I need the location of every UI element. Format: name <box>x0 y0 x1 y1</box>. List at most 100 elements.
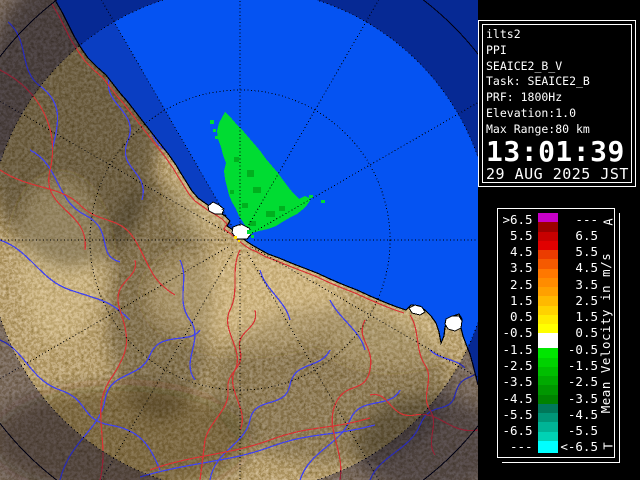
legend-right-value: -3.5 <box>567 390 598 406</box>
rivers <box>0 0 478 480</box>
echo-dark-patches <box>230 157 285 226</box>
legend-row: -4.5 -3.5 <box>500 390 598 406</box>
legend-left-value: -4.5 <box>502 390 533 406</box>
info-line: PRF: 1800Hz <box>486 90 563 105</box>
range-ring-dotted <box>89 89 391 391</box>
legend-left-value: >6.5 <box>502 211 533 227</box>
colorbar-band <box>538 259 558 269</box>
colorbar-band <box>538 422 558 432</box>
colorbar-band <box>538 213 558 223</box>
legend-row: -5.5 -4.5 <box>500 406 598 422</box>
colorbar-band <box>538 296 558 306</box>
colorbar-band <box>538 385 558 395</box>
info-line: PPI <box>486 42 507 57</box>
colorbar-band <box>538 431 558 441</box>
legend-row: -1.5 -0.5 <box>500 341 598 357</box>
colorbar-band <box>538 324 558 334</box>
legend-side-labels: A Mean Velocity in m/s T <box>598 209 616 457</box>
legend-right-value: 4.5 <box>575 260 598 276</box>
colorbar-band <box>538 277 558 288</box>
legend-right-value: --- <box>575 211 598 227</box>
legend-right-value: -4.5 <box>567 406 598 422</box>
legend-row: -6.5 -5.5 <box>500 422 598 438</box>
colorbar-band <box>538 314 558 325</box>
velocity-colorbar <box>538 213 558 453</box>
colorbar-band <box>538 287 558 297</box>
legend-row: 1.5 2.5 <box>500 292 598 308</box>
legend-row: -2.5 -1.5 <box>500 357 598 373</box>
colorbar-band <box>538 250 558 260</box>
colorbar-band <box>538 268 558 278</box>
legend-right-value: 3.5 <box>575 276 598 292</box>
legend-row: -3.5 -2.5 <box>500 374 598 390</box>
legend-left-value: -5.5 <box>502 406 533 422</box>
legend-row: 4.5 5.5 <box>500 244 598 260</box>
legend-left-value: -3.5 <box>502 374 533 390</box>
colorbar-band <box>538 376 558 386</box>
echo-blob <box>210 112 325 233</box>
legend-right-value: 2.5 <box>575 292 598 308</box>
colorbar-band <box>538 222 558 232</box>
marker-away: A <box>601 218 616 226</box>
out-of-range-shade <box>0 0 478 480</box>
marker-toward: T <box>601 442 616 450</box>
range-rings-and-radials <box>0 0 478 480</box>
legend-row: 3.5 4.5 <box>500 260 598 276</box>
legend-right-value: 1.5 <box>575 309 598 325</box>
legend-left-value: -2.5 <box>502 358 533 374</box>
legend-row: 5.5 6.5 <box>500 227 598 243</box>
legend-left-value: -1.5 <box>502 341 533 357</box>
colorbar-band <box>538 403 558 414</box>
sea-in-range-sector <box>114 0 478 366</box>
legend-right-value: 5.5 <box>575 244 598 260</box>
colorbar-band <box>538 357 558 367</box>
legend-row: 0.5 1.5 <box>500 309 598 325</box>
legend-row: -0.5 0.5 <box>500 325 598 341</box>
legend-right-value: -0.5 <box>567 341 598 357</box>
info-line: SEAICE2_B_V <box>486 58 563 73</box>
legend-right-value: 0.5 <box>575 325 598 341</box>
legend-left-value: -6.5 <box>502 423 533 439</box>
info-line: Task: SEAICE2_B <box>486 74 590 89</box>
legend-left-value: 1.5 <box>509 292 533 308</box>
colorbar-band <box>538 305 558 315</box>
velocity-legend: >6.5 --- 5.5 6.5 4.5 5.5 3.5 4.5 2.5 3.5 1.5 2.5 0.5… <box>497 208 615 458</box>
info-lines: ilts2 PPI SEAICE2_B_V Task: SEAICE2_B PRF: 1… <box>486 27 628 138</box>
legend-unit-label: Mean Velocity in m/s <box>598 252 613 414</box>
legend-row: --- <-6.5 <box>500 439 598 455</box>
legend-left-value: 0.5 <box>509 309 533 325</box>
colorbar-band <box>538 394 558 404</box>
legend-row: 2.5 3.5 <box>500 276 598 292</box>
legend-left-value: 3.5 <box>509 260 533 276</box>
info-panel: ilts2 PPI SEAICE2_B_V Task: SEAICE2_B PRF: 1… <box>478 20 636 187</box>
legend-right-value: 6.5 <box>575 227 598 243</box>
info-line: Max Range:80 km <box>486 121 590 136</box>
legend-right-value: -5.5 <box>567 423 598 439</box>
colorbar-band <box>538 413 558 423</box>
legend-left-value: 4.5 <box>509 244 533 260</box>
clock-time: 13:01:39 <box>486 134 625 168</box>
radar-map <box>0 0 478 480</box>
legend-left-value: -0.5 <box>502 325 533 341</box>
legend-right-value: <-6.5 <box>560 439 598 455</box>
colorbar-band <box>538 440 558 453</box>
legend-row: >6.5 --- <box>500 211 598 227</box>
colorbar-band <box>538 348 558 358</box>
clock-date: 29 AUG 2025 JST <box>486 164 629 183</box>
legend-left-value: 5.5 <box>509 227 533 243</box>
legend-right-value: -1.5 <box>567 358 598 374</box>
colorbar-band <box>538 231 558 241</box>
echo-specks <box>210 120 325 203</box>
info-line: ilts2 <box>486 27 521 41</box>
radar-site-pixels <box>234 230 254 242</box>
info-line: Elevation:1.0 <box>486 105 577 120</box>
legend-rows: >6.5 --- 5.5 6.5 4.5 5.5 3.5 4.5 2.5 3.5 1.5 2.5 0.5… <box>500 211 598 455</box>
legend-right-value: -2.5 <box>567 374 598 390</box>
colorbar-band <box>538 240 558 251</box>
info-panel-frame: ilts2 PPI SEAICE2_B_V Task: SEAICE2_B PRF: 1… <box>482 24 632 183</box>
legend-left-value: 2.5 <box>509 276 533 292</box>
legend-left-value: --- <box>509 439 533 455</box>
colorbar-band <box>538 333 558 349</box>
colorbar-band <box>538 366 558 377</box>
